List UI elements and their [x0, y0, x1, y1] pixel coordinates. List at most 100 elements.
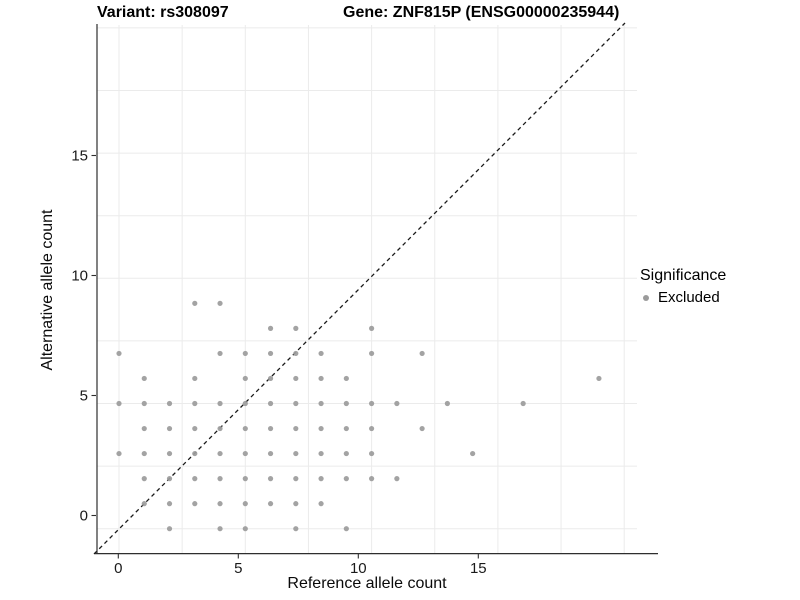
data-point — [267, 375, 274, 382]
data-point — [267, 450, 274, 457]
scatter-points — [116, 300, 602, 532]
data-point — [293, 450, 299, 457]
data-point — [217, 350, 223, 357]
data-point — [166, 400, 173, 407]
data-point — [242, 375, 248, 382]
data-point — [343, 476, 349, 482]
data-point — [369, 425, 375, 432]
data-point — [192, 400, 198, 407]
data-point — [217, 425, 223, 432]
data-point — [444, 400, 450, 407]
data-point — [242, 526, 248, 532]
data-point — [192, 425, 198, 432]
data-point — [141, 425, 147, 432]
data-point — [343, 400, 349, 407]
data-point — [267, 350, 274, 357]
data-point — [419, 350, 425, 357]
legend-entry-label: Excluded — [658, 289, 720, 306]
data-point — [166, 501, 173, 507]
y-tick-label: 0 — [80, 508, 88, 525]
data-point — [343, 425, 349, 432]
data-point — [394, 400, 400, 407]
data-point — [217, 476, 223, 482]
legend: Significance Excluded — [640, 267, 726, 306]
data-point — [141, 450, 147, 457]
data-point — [369, 325, 375, 331]
data-point — [369, 476, 375, 482]
data-point — [192, 375, 198, 382]
data-point — [267, 501, 274, 507]
data-point — [293, 375, 299, 382]
data-point — [116, 350, 122, 357]
data-point — [242, 350, 248, 357]
data-point — [293, 476, 299, 482]
data-point — [242, 501, 248, 507]
data-point — [192, 501, 198, 507]
variant-title: Variant: rs308097 — [97, 4, 229, 21]
data-point — [318, 476, 324, 482]
data-point — [267, 400, 274, 407]
data-point — [141, 501, 147, 507]
data-point — [116, 450, 122, 457]
legend-entry-excluded: Excluded — [640, 289, 726, 306]
data-point — [242, 425, 248, 432]
data-point — [217, 450, 223, 457]
y-tick-label: 15 — [71, 148, 88, 165]
axis-lines — [95, 24, 658, 555]
data-point — [217, 300, 223, 306]
data-point — [394, 476, 400, 482]
data-point — [318, 375, 324, 382]
data-point — [369, 350, 375, 357]
data-point — [166, 450, 173, 457]
axis-ticks: 0 5 10 15 0 5 10 15 — [71, 148, 486, 578]
data-point — [318, 350, 324, 357]
data-point — [267, 476, 274, 482]
y-tick-label: 10 — [71, 268, 88, 285]
y-tick-label: 5 — [80, 388, 88, 405]
gridlines — [97, 25, 637, 553]
data-point — [242, 476, 248, 482]
data-point — [470, 450, 476, 457]
data-point — [343, 450, 349, 457]
data-point — [293, 350, 299, 357]
data-point — [369, 450, 375, 457]
x-tick-label: 5 — [234, 560, 242, 577]
data-point — [217, 526, 223, 532]
data-point — [318, 450, 324, 457]
gene-title: Gene: ZNF815P (ENSG00000235944) — [343, 4, 620, 21]
identity-line — [93, 22, 626, 555]
data-point — [166, 526, 173, 532]
legend-title: Significance — [640, 267, 727, 284]
data-point — [116, 400, 122, 407]
data-point — [192, 476, 198, 482]
x-tick-label: 15 — [470, 560, 487, 577]
data-point — [520, 400, 526, 407]
data-point — [293, 425, 299, 432]
data-point — [369, 400, 375, 407]
y-axis-title: Alternative allele count — [39, 209, 56, 371]
data-point — [217, 501, 223, 507]
data-point — [267, 325, 274, 331]
data-point — [343, 526, 349, 532]
data-point — [343, 375, 349, 382]
data-point — [293, 501, 299, 507]
data-point — [192, 450, 198, 457]
excluded-point-icon — [643, 295, 649, 301]
legend-key — [640, 289, 657, 306]
data-point — [293, 325, 299, 331]
data-point — [419, 425, 425, 432]
x-tick-label: 0 — [114, 560, 122, 577]
data-point — [166, 476, 173, 482]
data-point — [242, 450, 248, 457]
data-point — [596, 375, 602, 382]
data-point — [293, 526, 299, 532]
data-point — [141, 375, 147, 382]
x-axis-title: Reference allele count — [287, 575, 447, 592]
data-point — [141, 476, 147, 482]
data-point — [166, 425, 173, 432]
data-point — [318, 425, 324, 432]
data-point — [267, 425, 274, 432]
x-tick-label: 10 — [350, 560, 367, 577]
